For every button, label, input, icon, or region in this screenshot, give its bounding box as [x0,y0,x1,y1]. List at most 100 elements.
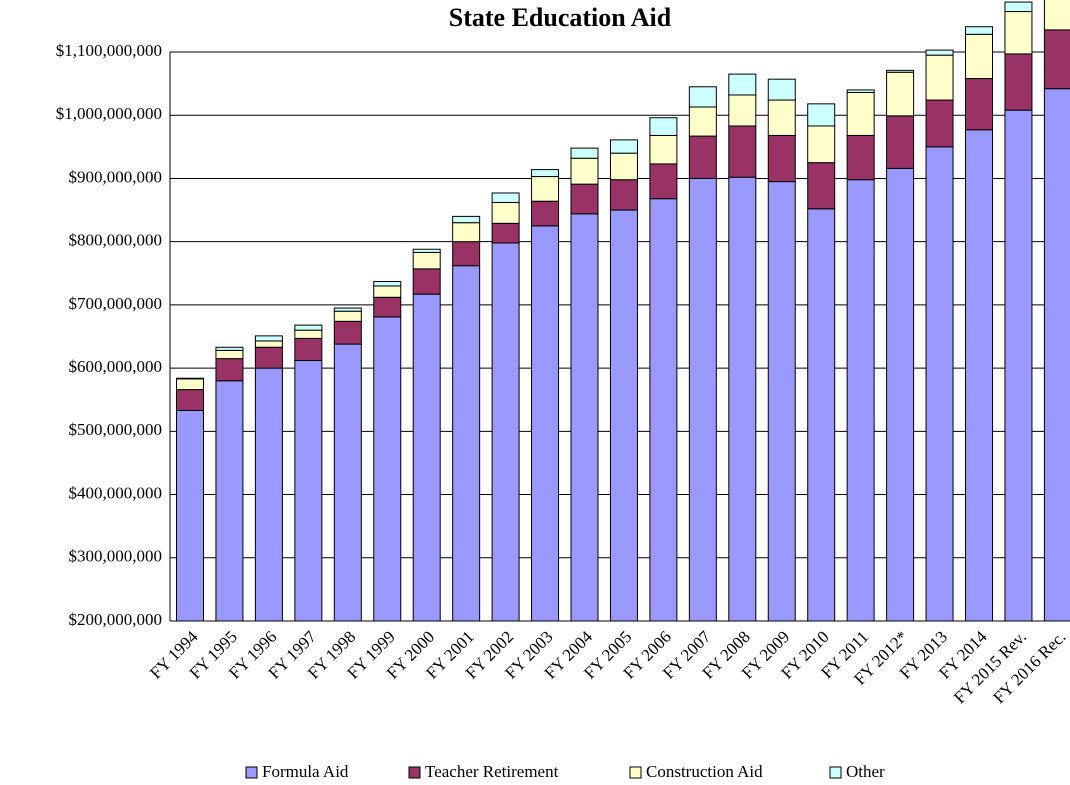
bar-segment [925,99,954,148]
bar-segment [570,147,599,159]
bar-segment [688,86,717,108]
bar-segment [333,307,362,312]
bar-segment [254,335,283,342]
bar-segment [886,71,915,117]
legend-label: Teacher Retirement [425,762,559,781]
bar-segment [925,49,954,56]
bar-segment [688,177,717,622]
bar-segment [294,329,323,339]
bar-segment [728,125,757,178]
bar-segment [649,163,678,200]
bar-segment [254,367,283,622]
bar-segment [807,162,836,210]
bar-segment [452,215,481,224]
bar-segment [491,192,520,203]
bar-segment [215,380,244,622]
bar-segment [807,208,836,622]
bar-segment [1004,11,1033,55]
bar-segment [609,139,638,154]
bar-segment [688,135,717,179]
bar-segment [1004,1,1033,13]
bar-segment [965,26,993,35]
bar-segment [767,78,796,101]
bar-segment [373,296,402,318]
bar-segment [176,389,204,411]
bar-segment [452,265,481,622]
bar-segment [807,125,836,164]
bar-segment [491,201,520,224]
legend-swatch [245,766,258,779]
bar-segment [294,360,323,622]
bar-segment [294,337,323,362]
bar-segment [688,106,717,137]
bar-segment [965,78,993,131]
legend-label: Formula Aid [262,762,349,781]
bar-segment [373,316,402,622]
y-tick-label: $600,000,000 [69,357,163,376]
bar-segment [609,152,638,181]
bar-segment [531,176,560,202]
bar-segment [412,248,441,253]
bar-segment [570,213,599,622]
bar-segment [925,54,954,101]
y-tick-label: $300,000,000 [69,547,163,566]
bar-segment [333,320,362,345]
chart-title: State Education Aid [449,3,672,32]
bar-segment [649,198,678,622]
bar-segment [452,241,481,267]
bar-segment [412,268,441,295]
bar-segment [649,117,678,136]
bar-segment [965,129,993,622]
bar-segment [846,89,875,93]
bar-segment [1004,109,1033,622]
bar-segment [609,209,638,622]
bar-segment [452,222,481,243]
legend-swatch [829,766,842,779]
legend-swatch [408,766,421,779]
bar-segment [333,310,362,322]
bar-segment [728,176,757,622]
bar-segment [176,378,204,391]
bar-segment [886,167,915,622]
bar-segment [846,91,875,136]
legend-label: Other [846,762,885,781]
bar-segment [728,73,757,96]
bar-segment [215,349,244,360]
bar-segment [965,33,993,80]
plot [176,0,1070,622]
bar-segment [412,293,441,622]
bar-segment [767,181,796,622]
bar-segment [728,94,757,127]
bar-segment [531,200,560,227]
y-tick-label: $700,000,000 [69,294,163,313]
bar-segment [1043,29,1070,90]
bar-segment [491,222,520,244]
legend-label: Construction Aid [646,762,763,781]
bar-segment [767,134,796,183]
bar-segment [925,146,954,622]
y-tick-label: $1,000,000,000 [56,104,162,123]
bar-segment [767,99,796,136]
bar-segment [846,134,875,181]
bar-segment [1043,0,1070,31]
bar-segment [176,377,204,380]
bar-segment [176,409,204,622]
y-tick-label: $1,100,000,000 [56,41,162,60]
bar-segment [254,340,283,348]
bar-segment [373,280,402,287]
bar-segment [1004,53,1033,111]
y-tick-label: $900,000,000 [69,167,163,186]
bar-segment [846,179,875,622]
y-tick-label: $400,000,000 [69,483,163,502]
bar-segment [373,285,402,298]
bar-segment [254,346,283,369]
bar-segment [649,134,678,165]
bar-segment [807,103,836,127]
bar-segment [412,251,441,270]
y-tick-label: $200,000,000 [69,610,163,629]
legend-swatch [629,766,642,779]
bar-segment [491,242,520,622]
bar-segment [531,169,560,178]
bar-segment [531,225,560,622]
